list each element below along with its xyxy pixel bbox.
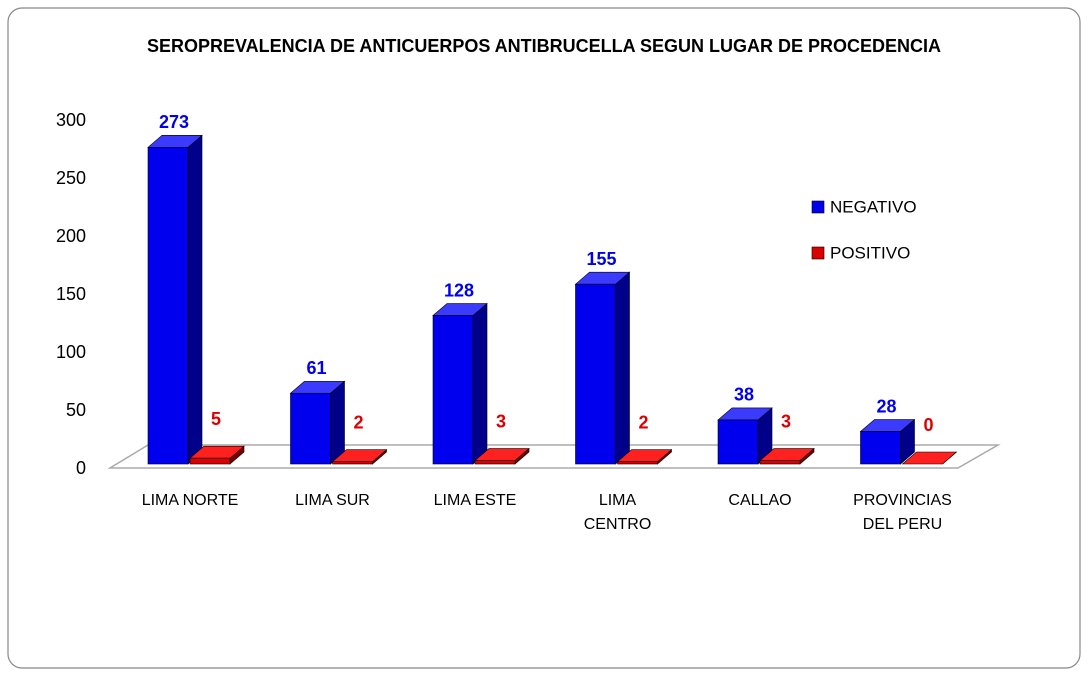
bar (432, 302, 488, 465)
bar-front (189, 457, 231, 465)
legend-swatch (811, 200, 825, 214)
bar-front (147, 147, 189, 465)
bar-front (617, 461, 658, 465)
value-label: 2 (353, 412, 363, 432)
bar-front (432, 315, 474, 465)
bar (717, 407, 773, 465)
bar (616, 449, 673, 465)
y-tick-label: 200 (56, 226, 86, 246)
bar-front (759, 460, 801, 465)
value-label: 38 (734, 385, 754, 405)
x-tick-label: LIMA ESTE (433, 492, 517, 509)
bar-front (290, 392, 331, 465)
x-tick-label: PROVINCIAS DEL PERU (853, 492, 952, 533)
x-tick-label: LIMA SUR (295, 492, 370, 509)
value-label: 3 (781, 411, 791, 431)
bar (474, 447, 530, 465)
bar-top (901, 451, 958, 465)
value-label: 0 (923, 415, 933, 435)
y-tick-label: 0 (76, 458, 86, 478)
legend-label: NEGATIVO (830, 197, 917, 216)
y-tick-label: 100 (56, 342, 86, 362)
y-tick-label: 50 (66, 400, 86, 420)
y-tick-label: 300 (56, 110, 86, 130)
bar-front (474, 460, 516, 465)
value-label: 61 (306, 358, 326, 378)
x-tick-label: LIMA CENTRO (583, 492, 652, 533)
value-label: 5 (211, 409, 221, 429)
legend-swatch (811, 246, 825, 260)
bar-front (575, 283, 616, 465)
x-tick-label: LIMA NORTE (141, 492, 239, 509)
x-tick-label: CALLAO (728, 492, 792, 509)
chart-title: SEROPREVALENCIA DE ANTICUERPOS ANTIBRUCE… (146, 36, 942, 56)
bar (859, 418, 916, 465)
bar (189, 445, 245, 465)
legend-label: POSITIVO (830, 243, 910, 262)
bar (289, 380, 346, 465)
value-label: 128 (444, 280, 474, 300)
value-label: 273 (159, 112, 189, 132)
bar-side (330, 380, 345, 465)
bar-front (860, 431, 901, 465)
bar-side (187, 134, 203, 465)
y-tick-label: 150 (56, 284, 86, 304)
y-tick-label: 250 (56, 168, 86, 188)
bar (901, 451, 958, 465)
value-label: 3 (496, 411, 506, 431)
bar-front (332, 461, 373, 465)
bar-side (472, 302, 488, 465)
value-label: 2 (638, 412, 648, 432)
value-label: 28 (876, 396, 896, 416)
bar (331, 449, 388, 465)
bar (147, 134, 203, 465)
value-label: 155 (586, 249, 616, 269)
bar (759, 447, 815, 465)
bar-front (717, 419, 759, 465)
chart-frame (7, 7, 1081, 669)
bar-side (615, 271, 630, 465)
bar (574, 271, 631, 465)
